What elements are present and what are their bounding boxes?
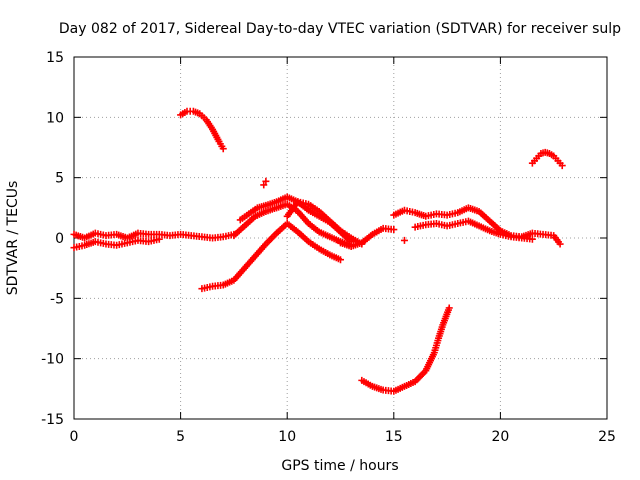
series-arc-e (283, 198, 366, 248)
y-tick-label: -10 (41, 352, 64, 368)
x-tick-label: 25 (598, 429, 616, 445)
series-spot (260, 177, 270, 189)
y-tick-label: 15 (46, 50, 64, 66)
x-axis-label: GPS time / hours (281, 458, 398, 474)
data-point (262, 177, 270, 185)
data-point (556, 240, 564, 248)
data-point (337, 256, 344, 264)
series-arc-a (177, 107, 227, 153)
data-point (558, 162, 566, 170)
x-tick-label: 10 (278, 429, 296, 445)
y-tick-label: 5 (55, 171, 64, 187)
y-tick-label: -15 (41, 412, 64, 428)
y-tick-label: 0 (55, 231, 64, 247)
series-arc-b (198, 220, 344, 293)
data-point (390, 226, 398, 234)
data-point (528, 235, 536, 243)
x-tick-label: 0 (70, 429, 79, 445)
data-point (260, 181, 268, 189)
series-spot-b (400, 236, 408, 244)
data-point (155, 235, 163, 243)
series-arc-j (528, 148, 566, 170)
series-arc-i (358, 304, 453, 395)
series-baseline (70, 229, 238, 242)
series-arc-f (337, 224, 398, 250)
data-point (445, 304, 453, 312)
series-baseline-low (70, 235, 163, 252)
series-arc-c (230, 200, 355, 249)
data-points (70, 107, 566, 395)
chart-title: Day 082 of 2017, Sidereal Day-to-day VTE… (59, 21, 621, 37)
data-point (400, 236, 408, 244)
x-tick-label: 15 (385, 429, 403, 445)
series-arc-h (411, 217, 536, 243)
data-point (219, 145, 227, 153)
y-tick-label: 10 (46, 110, 64, 126)
y-axis-ticks: -15 -10 -5 0 5 10 15 (41, 50, 607, 428)
y-tick-label: -5 (50, 291, 64, 307)
y-axis-label: SDTVAR / TECUs (5, 181, 21, 296)
x-tick-label: 20 (491, 429, 509, 445)
x-tick-label: 5 (176, 429, 185, 445)
x-axis-ticks: 0 5 10 15 20 25 (70, 57, 616, 445)
